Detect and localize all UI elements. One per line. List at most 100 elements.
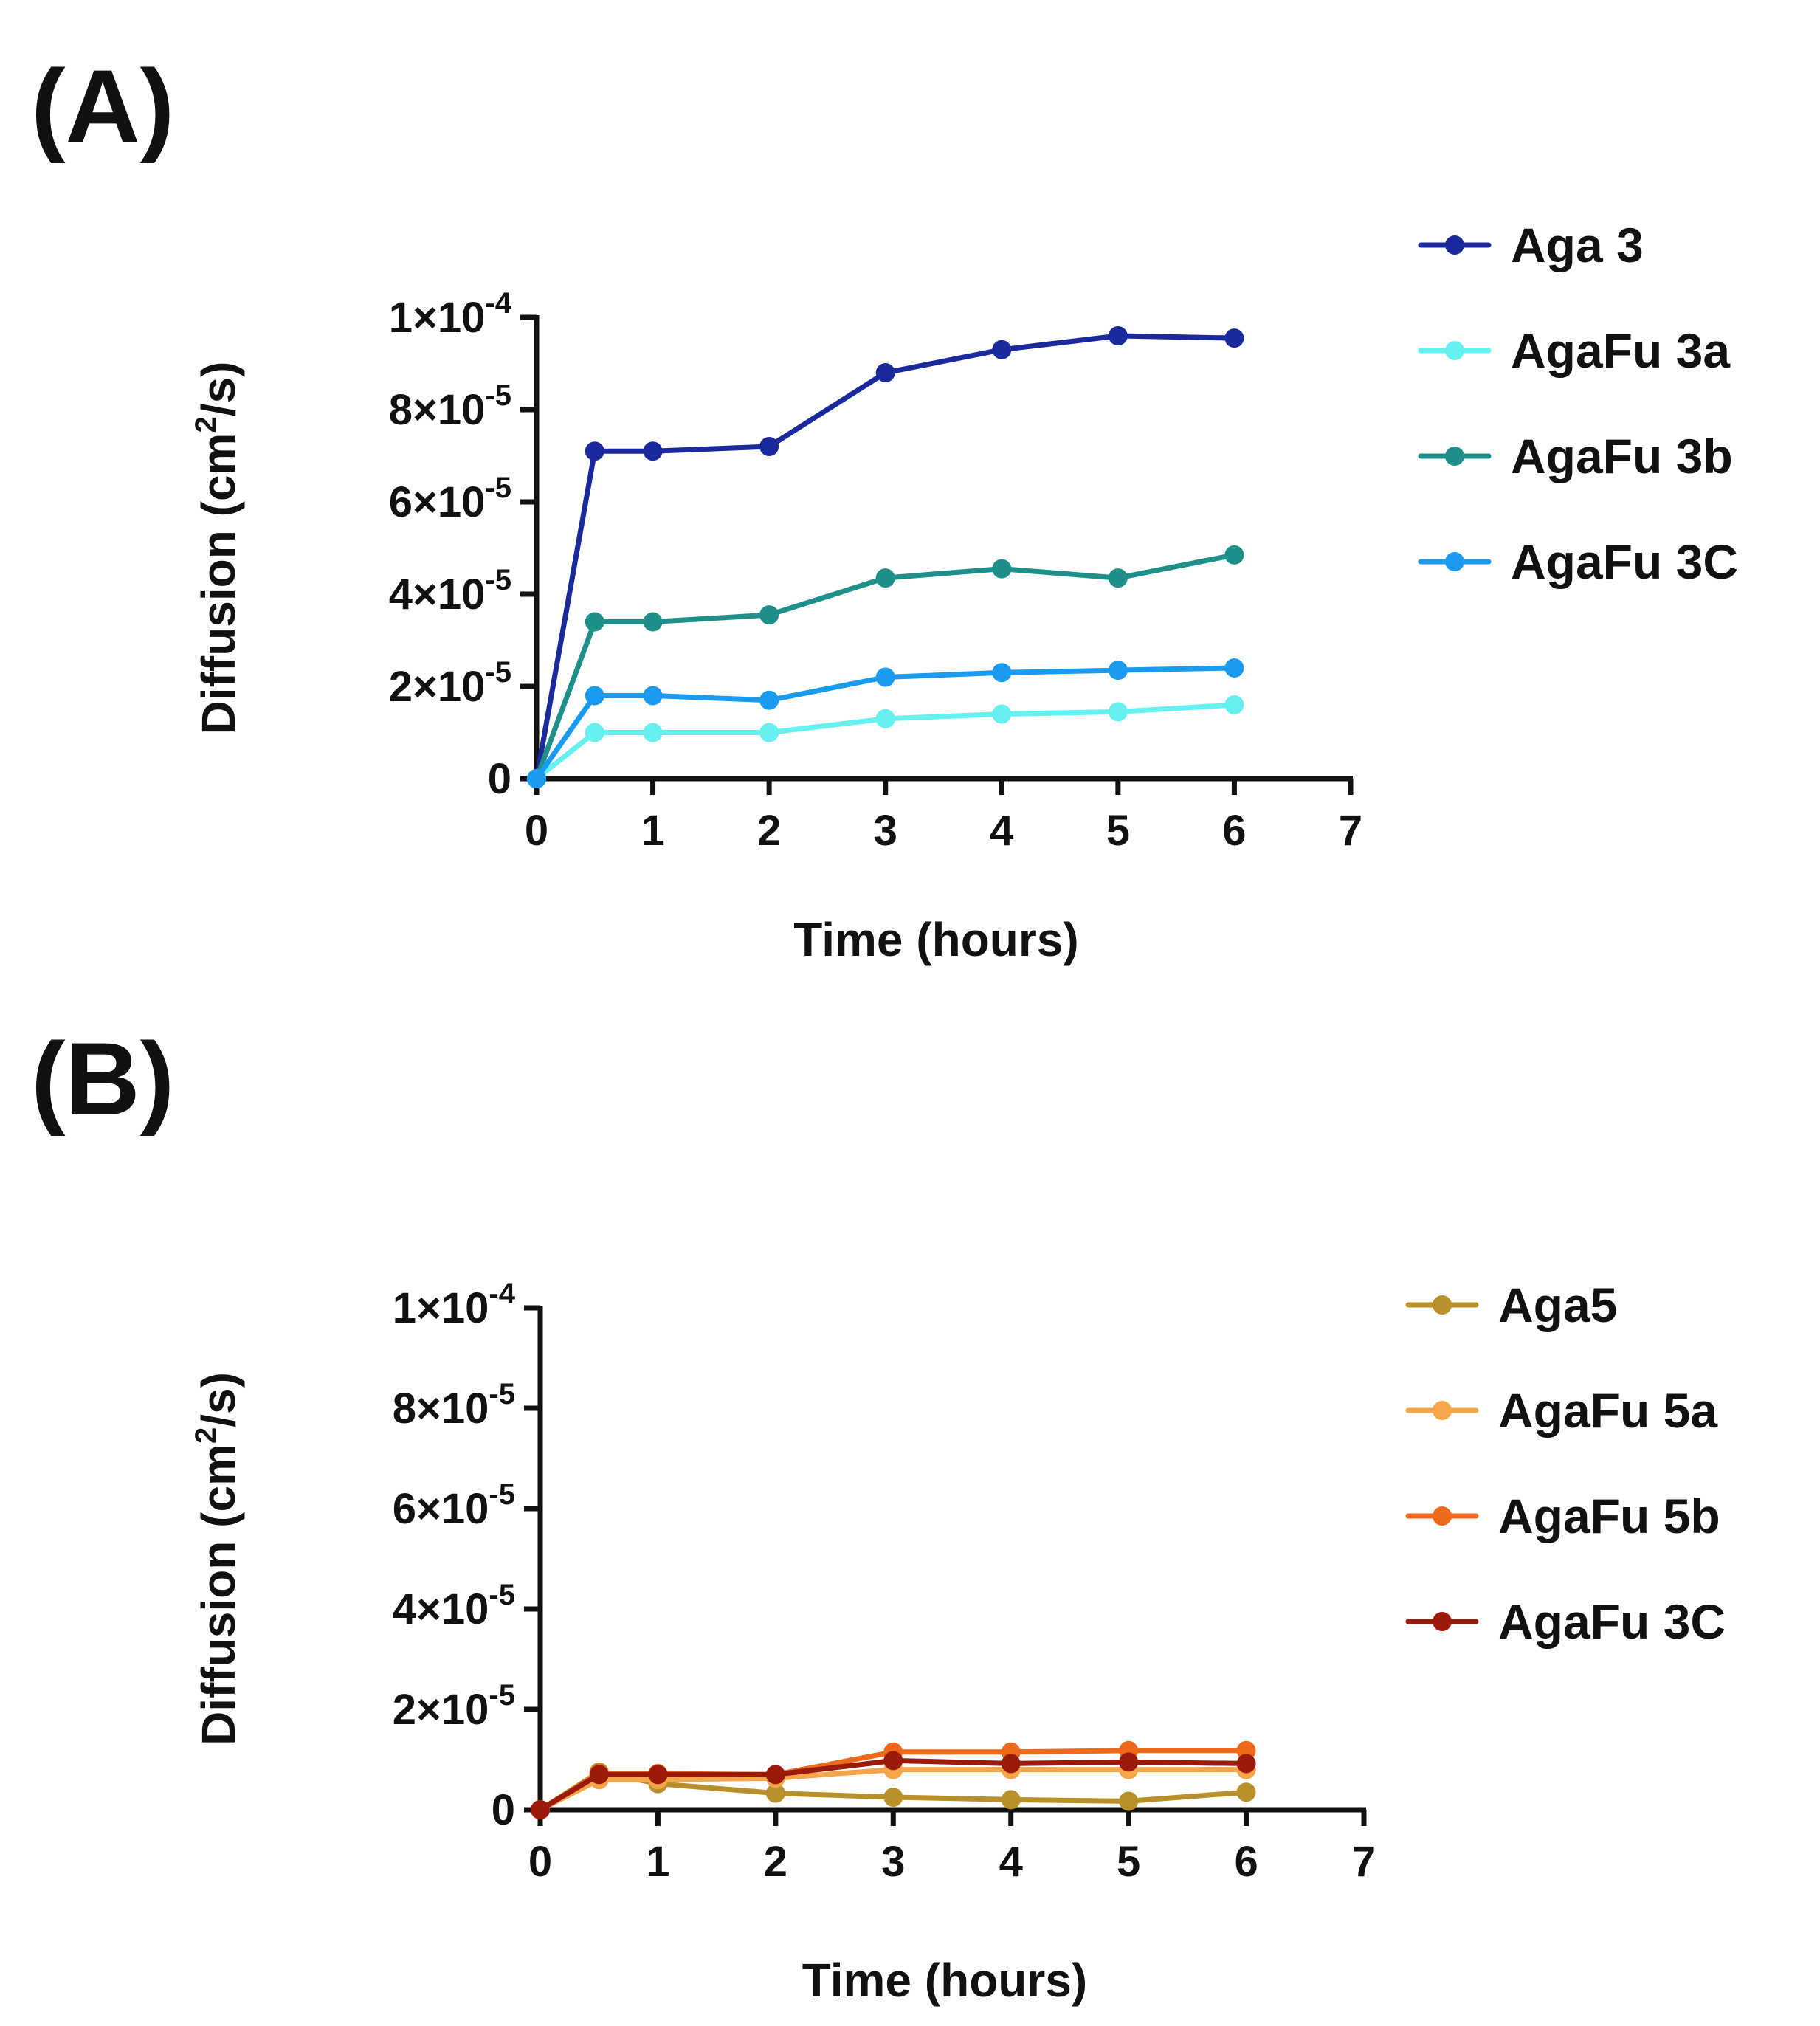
data-point bbox=[1119, 1791, 1139, 1811]
x-axis-title: Time (hours) bbox=[793, 913, 1078, 966]
series-line bbox=[537, 1757, 1249, 1813]
y-tick-label: 1×10-4 bbox=[393, 1278, 516, 1332]
series-line bbox=[534, 702, 1237, 782]
legend-entry: AgaFu 3C bbox=[1418, 534, 1738, 589]
x-tick-label: 1 bbox=[641, 807, 664, 855]
panel-b: (B)0 1 2 3 4 5 6 702×10-54×10-56×10-58×10-51×10… bbox=[31, 1021, 1726, 2007]
y-tick-label: 0 bbox=[488, 755, 511, 803]
series-line bbox=[534, 552, 1237, 782]
data-point bbox=[1119, 1752, 1139, 1772]
x-tick-label: 7 bbox=[1339, 807, 1362, 855]
x-tick-label: 2 bbox=[757, 807, 781, 855]
y-tick-exponent: -4 bbox=[489, 1278, 515, 1310]
series-line bbox=[534, 665, 1237, 782]
x-tick-label: 0 bbox=[525, 807, 548, 855]
data-point bbox=[1108, 326, 1128, 345]
data-point bbox=[1224, 695, 1244, 714]
data-point bbox=[883, 1788, 903, 1807]
y-tick-label: 2×10-5 bbox=[389, 656, 511, 711]
data-point bbox=[1108, 661, 1128, 680]
x-tick-label: 6 bbox=[1222, 807, 1246, 855]
y-tick-exponent: -4 bbox=[485, 287, 511, 320]
data-point bbox=[643, 612, 663, 632]
y-tick-exponent: -5 bbox=[485, 564, 511, 596]
data-point bbox=[1236, 1782, 1256, 1802]
y-axis-title-prefix: Diffusion (cm bbox=[192, 1444, 245, 1746]
y-tick-base: 8×10 bbox=[393, 1385, 489, 1433]
y-tick-base: 4×10 bbox=[393, 1585, 489, 1633]
data-point bbox=[1001, 1754, 1021, 1774]
y-tick-base: 6×10 bbox=[393, 1485, 489, 1533]
series-4 bbox=[527, 658, 1244, 788]
data-point bbox=[1108, 568, 1128, 588]
legend-entry: AgaFu 3a bbox=[1418, 323, 1731, 378]
data-point bbox=[643, 686, 663, 706]
data-point bbox=[643, 723, 663, 742]
data-point bbox=[585, 441, 604, 461]
y-tick-exponent: -5 bbox=[489, 1378, 515, 1410]
y-tick-exponent: -5 bbox=[485, 379, 511, 412]
legend-label: AgaFu 3a bbox=[1511, 323, 1731, 378]
legend-marker bbox=[1445, 552, 1464, 571]
y-axis-title-suffix: /s) bbox=[192, 1372, 245, 1427]
data-point bbox=[883, 1751, 903, 1771]
y-tick-label: 2×10-5 bbox=[393, 1679, 515, 1734]
y-axis-title: Diffusion (cm2/s) bbox=[190, 362, 245, 735]
data-point bbox=[765, 1765, 785, 1785]
legend-entry: AgaFu 5b bbox=[1405, 1489, 1720, 1543]
data-point bbox=[765, 1783, 785, 1803]
data-point bbox=[1224, 545, 1244, 565]
y-tick-base: 1×10 bbox=[389, 294, 486, 342]
data-point bbox=[1224, 658, 1244, 678]
y-axis-title-sup: 2 bbox=[190, 1427, 222, 1444]
legend-entry: AgaFu 3C bbox=[1405, 1594, 1726, 1649]
data-point bbox=[643, 441, 663, 461]
y-tick-label: 8×10-5 bbox=[393, 1378, 515, 1433]
legend-entry: AgaFu 5a bbox=[1405, 1383, 1718, 1438]
x-tick-label: 7 bbox=[1352, 1838, 1376, 1886]
x-tick-label: 3 bbox=[874, 807, 897, 855]
legend-entry: AgaFu 3b bbox=[1418, 429, 1733, 483]
legend-entry: Aga5 bbox=[1405, 1278, 1617, 1332]
data-point bbox=[648, 1765, 668, 1785]
y-tick-base: 6×10 bbox=[389, 478, 486, 526]
y-tick-label: 8×10-5 bbox=[389, 379, 511, 434]
legend-label: AgaFu 3C bbox=[1498, 1594, 1726, 1649]
y-axis-title: Diffusion (cm2/s) bbox=[190, 1372, 245, 1746]
data-point bbox=[589, 1765, 609, 1785]
data-point bbox=[992, 340, 1012, 359]
legend-marker bbox=[1433, 1612, 1452, 1631]
data-point bbox=[1108, 702, 1128, 722]
data-point bbox=[875, 667, 895, 687]
data-point bbox=[875, 568, 895, 588]
y-tick-base: 0 bbox=[492, 1786, 515, 1834]
legend-marker bbox=[1433, 1295, 1452, 1315]
x-tick-label: 6 bbox=[1234, 1838, 1258, 1886]
panel-label: (A) bbox=[31, 48, 174, 164]
data-point bbox=[759, 605, 779, 625]
legend-marker bbox=[1445, 341, 1464, 360]
legend-marker bbox=[1433, 1401, 1452, 1420]
y-tick-base: 1×10 bbox=[393, 1284, 489, 1332]
y-tick-label: 6×10-5 bbox=[389, 472, 511, 526]
panel-a: (A)0 1 2 3 4 5 6 702×10-54×10-56×10-58×10-51×10… bbox=[31, 48, 1738, 966]
data-point bbox=[992, 559, 1012, 579]
data-point bbox=[527, 769, 546, 788]
x-tick-label: 1 bbox=[646, 1838, 669, 1886]
legend-label: AgaFu 3b bbox=[1511, 429, 1733, 483]
series-4 bbox=[531, 1751, 1256, 1819]
y-axis-title-prefix: Diffusion (cm bbox=[192, 433, 245, 735]
x-tick-label: 5 bbox=[1117, 1838, 1140, 1886]
data-point bbox=[875, 363, 895, 382]
y-tick-label: 6×10-5 bbox=[393, 1478, 515, 1533]
y-tick-label: 4×10-5 bbox=[393, 1579, 515, 1633]
y-tick-label: 1×10-4 bbox=[389, 287, 512, 342]
data-point bbox=[1224, 328, 1244, 348]
series-2 bbox=[527, 695, 1244, 788]
legend-marker bbox=[1445, 235, 1464, 255]
y-axis-title-suffix: /s) bbox=[192, 362, 245, 417]
y-tick-exponent: -5 bbox=[485, 472, 511, 504]
data-point bbox=[759, 690, 779, 710]
x-tick-label: 0 bbox=[528, 1838, 552, 1886]
